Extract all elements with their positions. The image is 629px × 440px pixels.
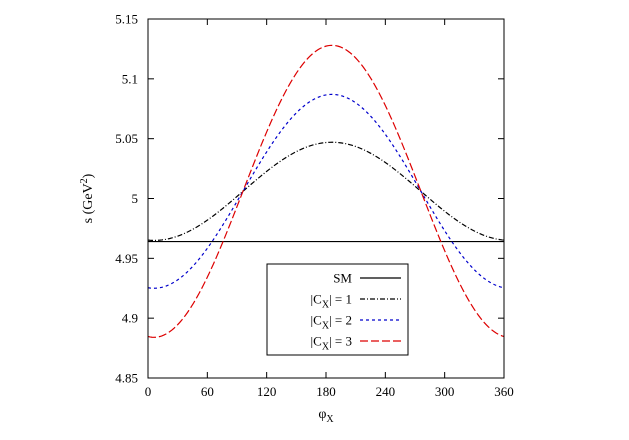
x-tick-label: 120 bbox=[257, 384, 277, 399]
series-line bbox=[147, 93, 505, 289]
series-line bbox=[147, 44, 505, 338]
legend-box bbox=[266, 263, 409, 356]
y-tick-label: 5.1 bbox=[122, 71, 138, 86]
x-tick-label: 60 bbox=[201, 384, 214, 399]
x-tick-label: 240 bbox=[376, 384, 396, 399]
y-tick-label: 5.05 bbox=[115, 131, 138, 146]
x-axis-label: φX bbox=[318, 407, 334, 425]
legend-label: |CX| = 3 bbox=[311, 334, 352, 353]
y-axis-label: s (GeV2) bbox=[79, 173, 96, 223]
x-tick-label: 300 bbox=[435, 384, 455, 399]
y-tick-label: 4.95 bbox=[115, 251, 138, 266]
y-tick-label: 4.85 bbox=[115, 371, 138, 386]
legend-label: |CX| = 2 bbox=[311, 313, 352, 332]
legend: SM |CX| = 1 |CX| = 2 |CX| = 3 bbox=[266, 263, 409, 356]
x-tick-label: 180 bbox=[316, 384, 336, 399]
series-curves bbox=[147, 44, 505, 338]
legend-label: SM bbox=[333, 271, 352, 286]
x-tick-label: 360 bbox=[494, 384, 514, 399]
x-tick-label: 0 bbox=[145, 384, 152, 399]
series-line bbox=[147, 141, 505, 241]
y-tick-label: 5.15 bbox=[115, 12, 138, 27]
y-tick-label: 4.9 bbox=[122, 311, 138, 326]
y-tick-label: 5 bbox=[132, 191, 139, 206]
legend-label: |CX| = 1 bbox=[311, 292, 352, 311]
axis-ticks: 0 60 120 180 240 300 360 4.85 4.9 4.95 5 5.05 5.1 5.1… bbox=[115, 12, 514, 400]
